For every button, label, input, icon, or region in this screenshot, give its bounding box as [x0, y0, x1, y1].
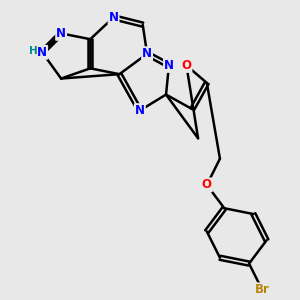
Text: N: N	[135, 104, 145, 117]
Text: H: H	[29, 46, 38, 56]
Text: N: N	[37, 46, 47, 59]
Text: N: N	[142, 47, 152, 60]
Text: N: N	[164, 59, 174, 72]
Text: O: O	[182, 59, 191, 72]
Text: O: O	[202, 178, 212, 191]
Text: N: N	[109, 11, 118, 24]
Text: N: N	[56, 27, 66, 40]
Text: Br: Br	[255, 283, 270, 296]
